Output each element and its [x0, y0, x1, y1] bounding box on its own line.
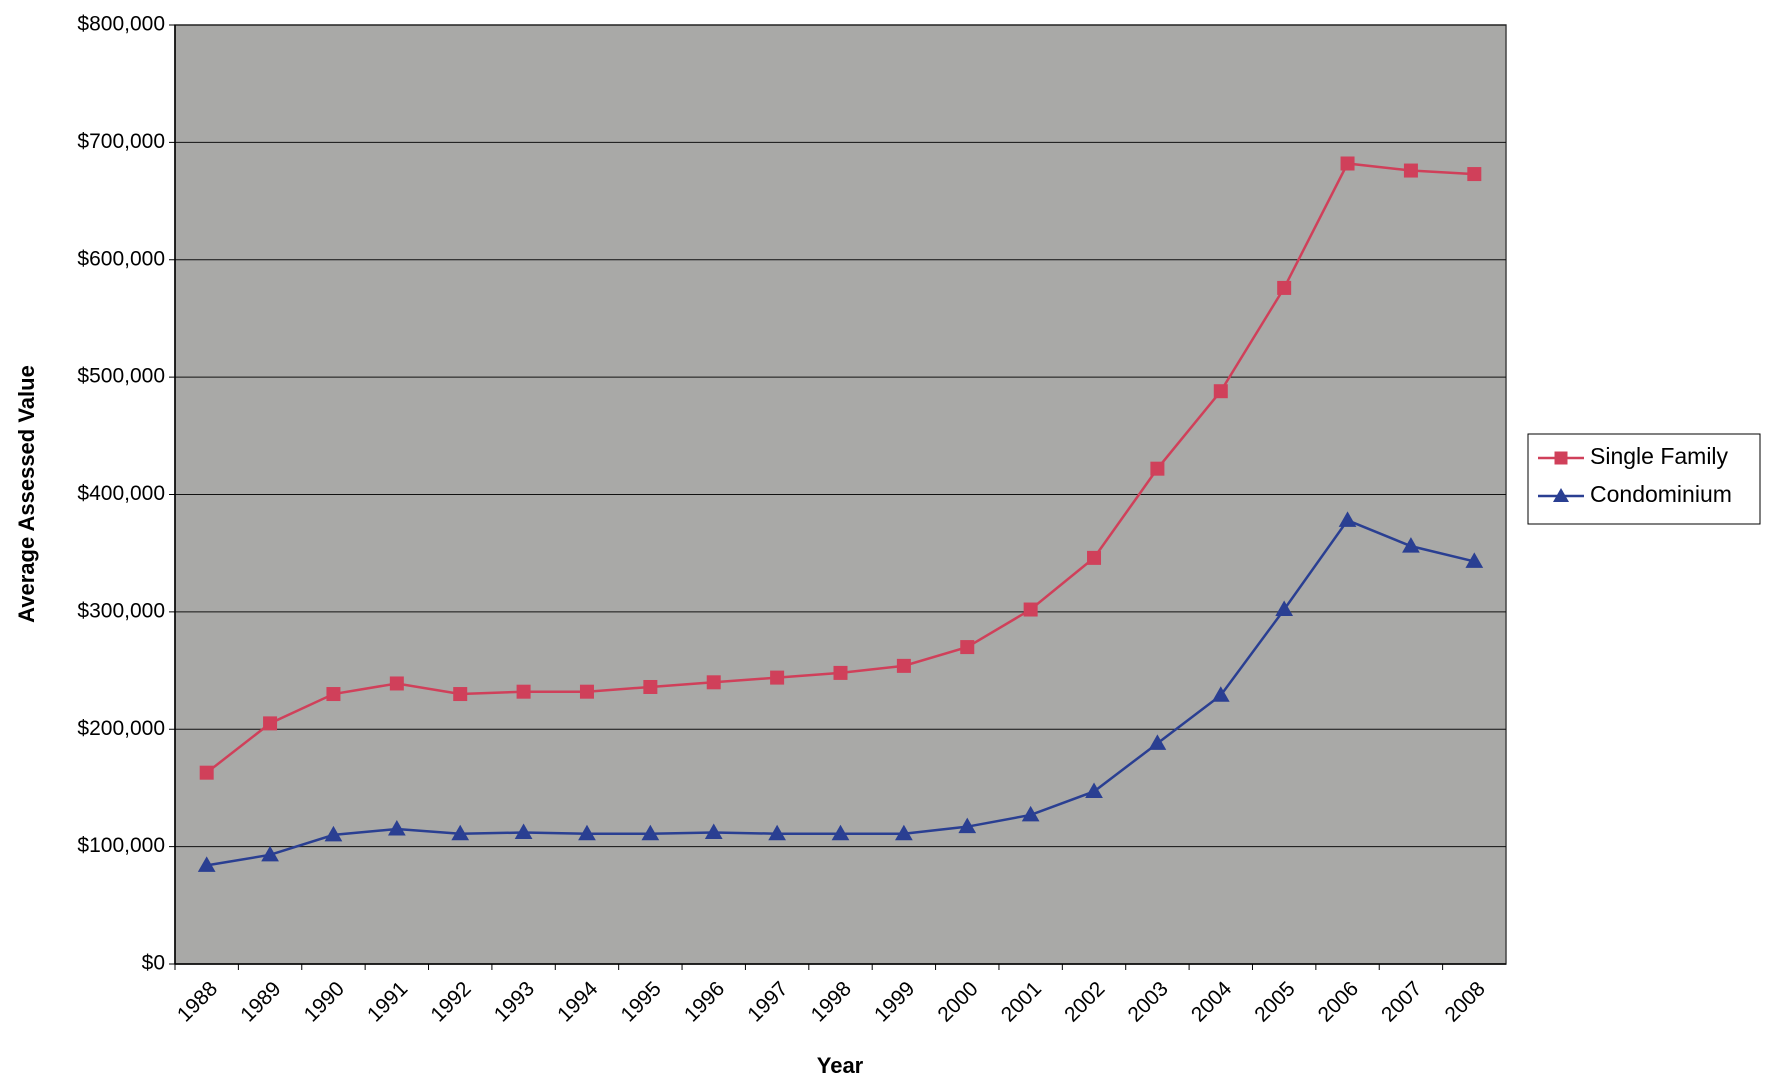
legend: Single Family Condominium [1527, 433, 1761, 525]
data-point [1403, 163, 1418, 178]
data-point [1340, 156, 1355, 171]
x-tick-label: 2003 [1124, 977, 1173, 1026]
x-tick-label: 2004 [1187, 977, 1237, 1027]
x-tick-label: 2006 [1314, 977, 1363, 1026]
y-tick-label: $600,000 [77, 247, 165, 270]
data-point [324, 825, 343, 842]
data-point [1085, 782, 1103, 798]
data-point [453, 687, 468, 702]
data-point [514, 823, 533, 840]
x-tick-label: 1989 [236, 977, 285, 1026]
x-axis-title: Year [817, 1053, 864, 1078]
data-point [263, 716, 278, 731]
x-tick-label: 2007 [1377, 977, 1426, 1026]
x-tick-label: 2002 [1060, 977, 1109, 1026]
data-point [1465, 552, 1484, 568]
data-point [1402, 537, 1420, 553]
y-tick-label: $800,000 [77, 13, 165, 36]
data-point [261, 845, 279, 862]
legend-marker [1554, 451, 1568, 465]
data-point [960, 640, 975, 655]
data-point [1087, 550, 1102, 565]
y-tick-label: $100,000 [77, 834, 165, 857]
data-point [1023, 602, 1038, 617]
x-tick-label: 2005 [1250, 977, 1299, 1026]
data-point [641, 824, 660, 841]
y-tick-label: $400,000 [77, 482, 165, 505]
x-tick-label: 1996 [680, 977, 729, 1026]
x-tick-label: 1997 [743, 977, 792, 1026]
data-point [704, 823, 723, 840]
data-point [768, 824, 786, 841]
x-tick-label: 1991 [363, 977, 412, 1026]
y-tick-label: $0 [142, 952, 165, 975]
series [199, 156, 1482, 780]
data-point [831, 824, 850, 841]
data-point [1148, 734, 1167, 750]
data-point [895, 824, 913, 841]
data-point [1213, 384, 1228, 399]
x-tick-label: 1999 [870, 977, 919, 1026]
data-point [643, 679, 658, 694]
x-tick-label: 1995 [617, 977, 666, 1026]
data-point [1021, 805, 1040, 822]
x-tick-label: 1992 [426, 977, 475, 1026]
data-point [706, 675, 721, 690]
x-tick-label: 1990 [300, 977, 349, 1026]
legend-box [1527, 433, 1761, 525]
data-point [197, 856, 216, 872]
y-tick-label: $200,000 [77, 717, 165, 740]
legend-label: Condominium [1590, 481, 1732, 507]
data-point [451, 824, 470, 841]
data-point [896, 658, 911, 673]
data-point [1275, 600, 1294, 617]
y-tick-label: $700,000 [77, 130, 165, 153]
legend-label: Single Family [1590, 443, 1729, 469]
y-axis-title: Average Assessed Value [14, 365, 39, 623]
series [197, 511, 1484, 872]
x-tick-label: 2000 [933, 977, 982, 1026]
data-point [1467, 167, 1482, 182]
y-tick-label: $300,000 [77, 599, 165, 622]
data-point [387, 820, 406, 836]
data-point [578, 824, 596, 841]
data-point [770, 670, 785, 685]
data-point [326, 687, 341, 702]
data-point [199, 765, 214, 780]
x-tick-label: 1994 [553, 977, 603, 1027]
x-tick-label: 2001 [997, 977, 1046, 1026]
data-point [516, 684, 531, 699]
data-point [389, 676, 404, 691]
data-point [1277, 280, 1292, 295]
data-point [1211, 686, 1230, 702]
data-point [1338, 511, 1357, 527]
x-tick-label: 1998 [807, 977, 856, 1026]
y-tick-label: $500,000 [77, 365, 165, 388]
x-tick-label: 2008 [1440, 977, 1489, 1026]
data-point [958, 817, 977, 834]
legend-marker [1553, 488, 1569, 502]
x-tick-label: 1988 [173, 977, 222, 1026]
data-point [1150, 461, 1165, 476]
data-point [579, 684, 594, 699]
x-tick-label: 1993 [490, 977, 539, 1026]
data-point [833, 665, 848, 680]
